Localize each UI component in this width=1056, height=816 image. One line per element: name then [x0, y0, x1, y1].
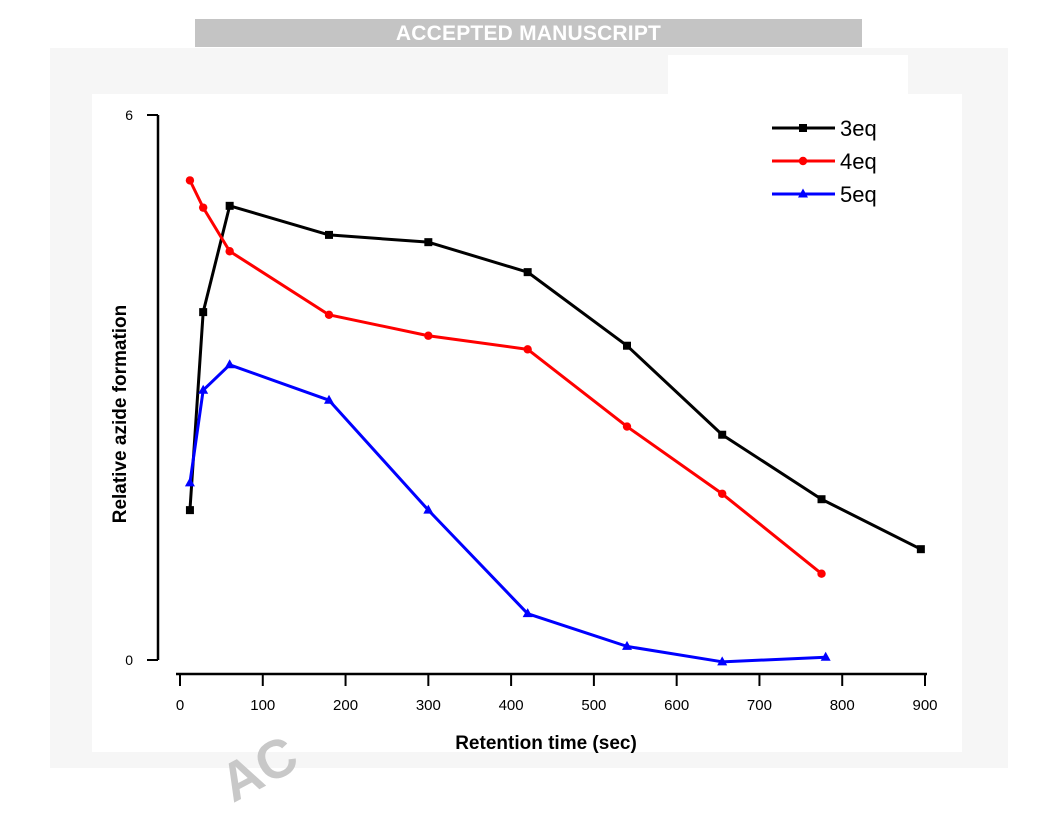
data-point-5eq [820, 651, 831, 661]
data-point-3eq [916, 545, 925, 554]
data-point-3eq [718, 430, 727, 439]
y-tick-label: 0 [125, 652, 133, 668]
x-tick-label: 900 [912, 697, 937, 714]
data-point-5eq [717, 656, 728, 666]
x-tick-label: 600 [664, 697, 689, 714]
data-point-3eq [623, 341, 631, 350]
data-point-3eq [225, 201, 234, 210]
y-axis-label: Relative azide formation [110, 305, 131, 524]
x-tick-label: 200 [333, 697, 358, 714]
series-line-4eq [188, 179, 823, 575]
series-line-5eq [188, 363, 826, 664]
x-tick-label: 500 [581, 697, 606, 714]
legend-marker-5eq [798, 188, 808, 198]
data-point-4eq [225, 247, 234, 256]
y-tick-label: 6 [125, 107, 133, 123]
data-point-3eq [325, 230, 333, 239]
figure-background [92, 94, 962, 752]
data-point-4eq [324, 310, 334, 320]
series-line-3eq [188, 204, 922, 551]
legend-label: 3eq [840, 116, 877, 141]
x-tick-label: 300 [416, 697, 441, 714]
data-point-5eq [423, 504, 434, 514]
data-point-3eq [185, 506, 194, 515]
plot-area: 0 6 0 100 200 300 400 500 600 700 800 900 Retention … [110, 107, 938, 754]
data-point-5eq [622, 640, 632, 650]
data-point-4eq [424, 331, 433, 340]
data-point-5eq [324, 394, 334, 404]
data-point-5eq [198, 384, 209, 394]
data-point-5eq [522, 608, 533, 618]
blank-patch [625, 580, 747, 650]
accepted-manuscript-banner: ACCEPTED MANUSCRIPT [195, 19, 862, 47]
x-tick-label: 100 [250, 697, 275, 714]
x-tick-label: 700 [747, 697, 772, 714]
blank-patch [668, 55, 908, 113]
data-point-3eq [424, 238, 433, 247]
legend-label: 4eq [840, 149, 877, 174]
data-point-4eq [817, 569, 826, 578]
x-axis-label: Retention time (sec) [455, 733, 637, 754]
legend-marker-4eq [798, 156, 808, 166]
x-tick-label: 800 [830, 697, 855, 714]
data-point-3eq [199, 308, 208, 317]
data-point-4eq [523, 345, 532, 354]
legend-label: 5eq [840, 182, 877, 207]
data-point-4eq [622, 422, 632, 431]
x-tick-label: 0 [176, 697, 184, 714]
data-point-3eq [817, 495, 826, 504]
data-point-4eq [717, 489, 727, 498]
data-point-5eq [224, 359, 235, 369]
x-tick-label: 400 [499, 697, 524, 714]
data-point-4eq [185, 176, 195, 185]
blank-patch [645, 222, 867, 312]
data-point-4eq [198, 203, 208, 212]
data-point-3eq [523, 268, 532, 277]
legend-marker-3eq [799, 124, 807, 132]
data-point-5eq [184, 477, 195, 487]
